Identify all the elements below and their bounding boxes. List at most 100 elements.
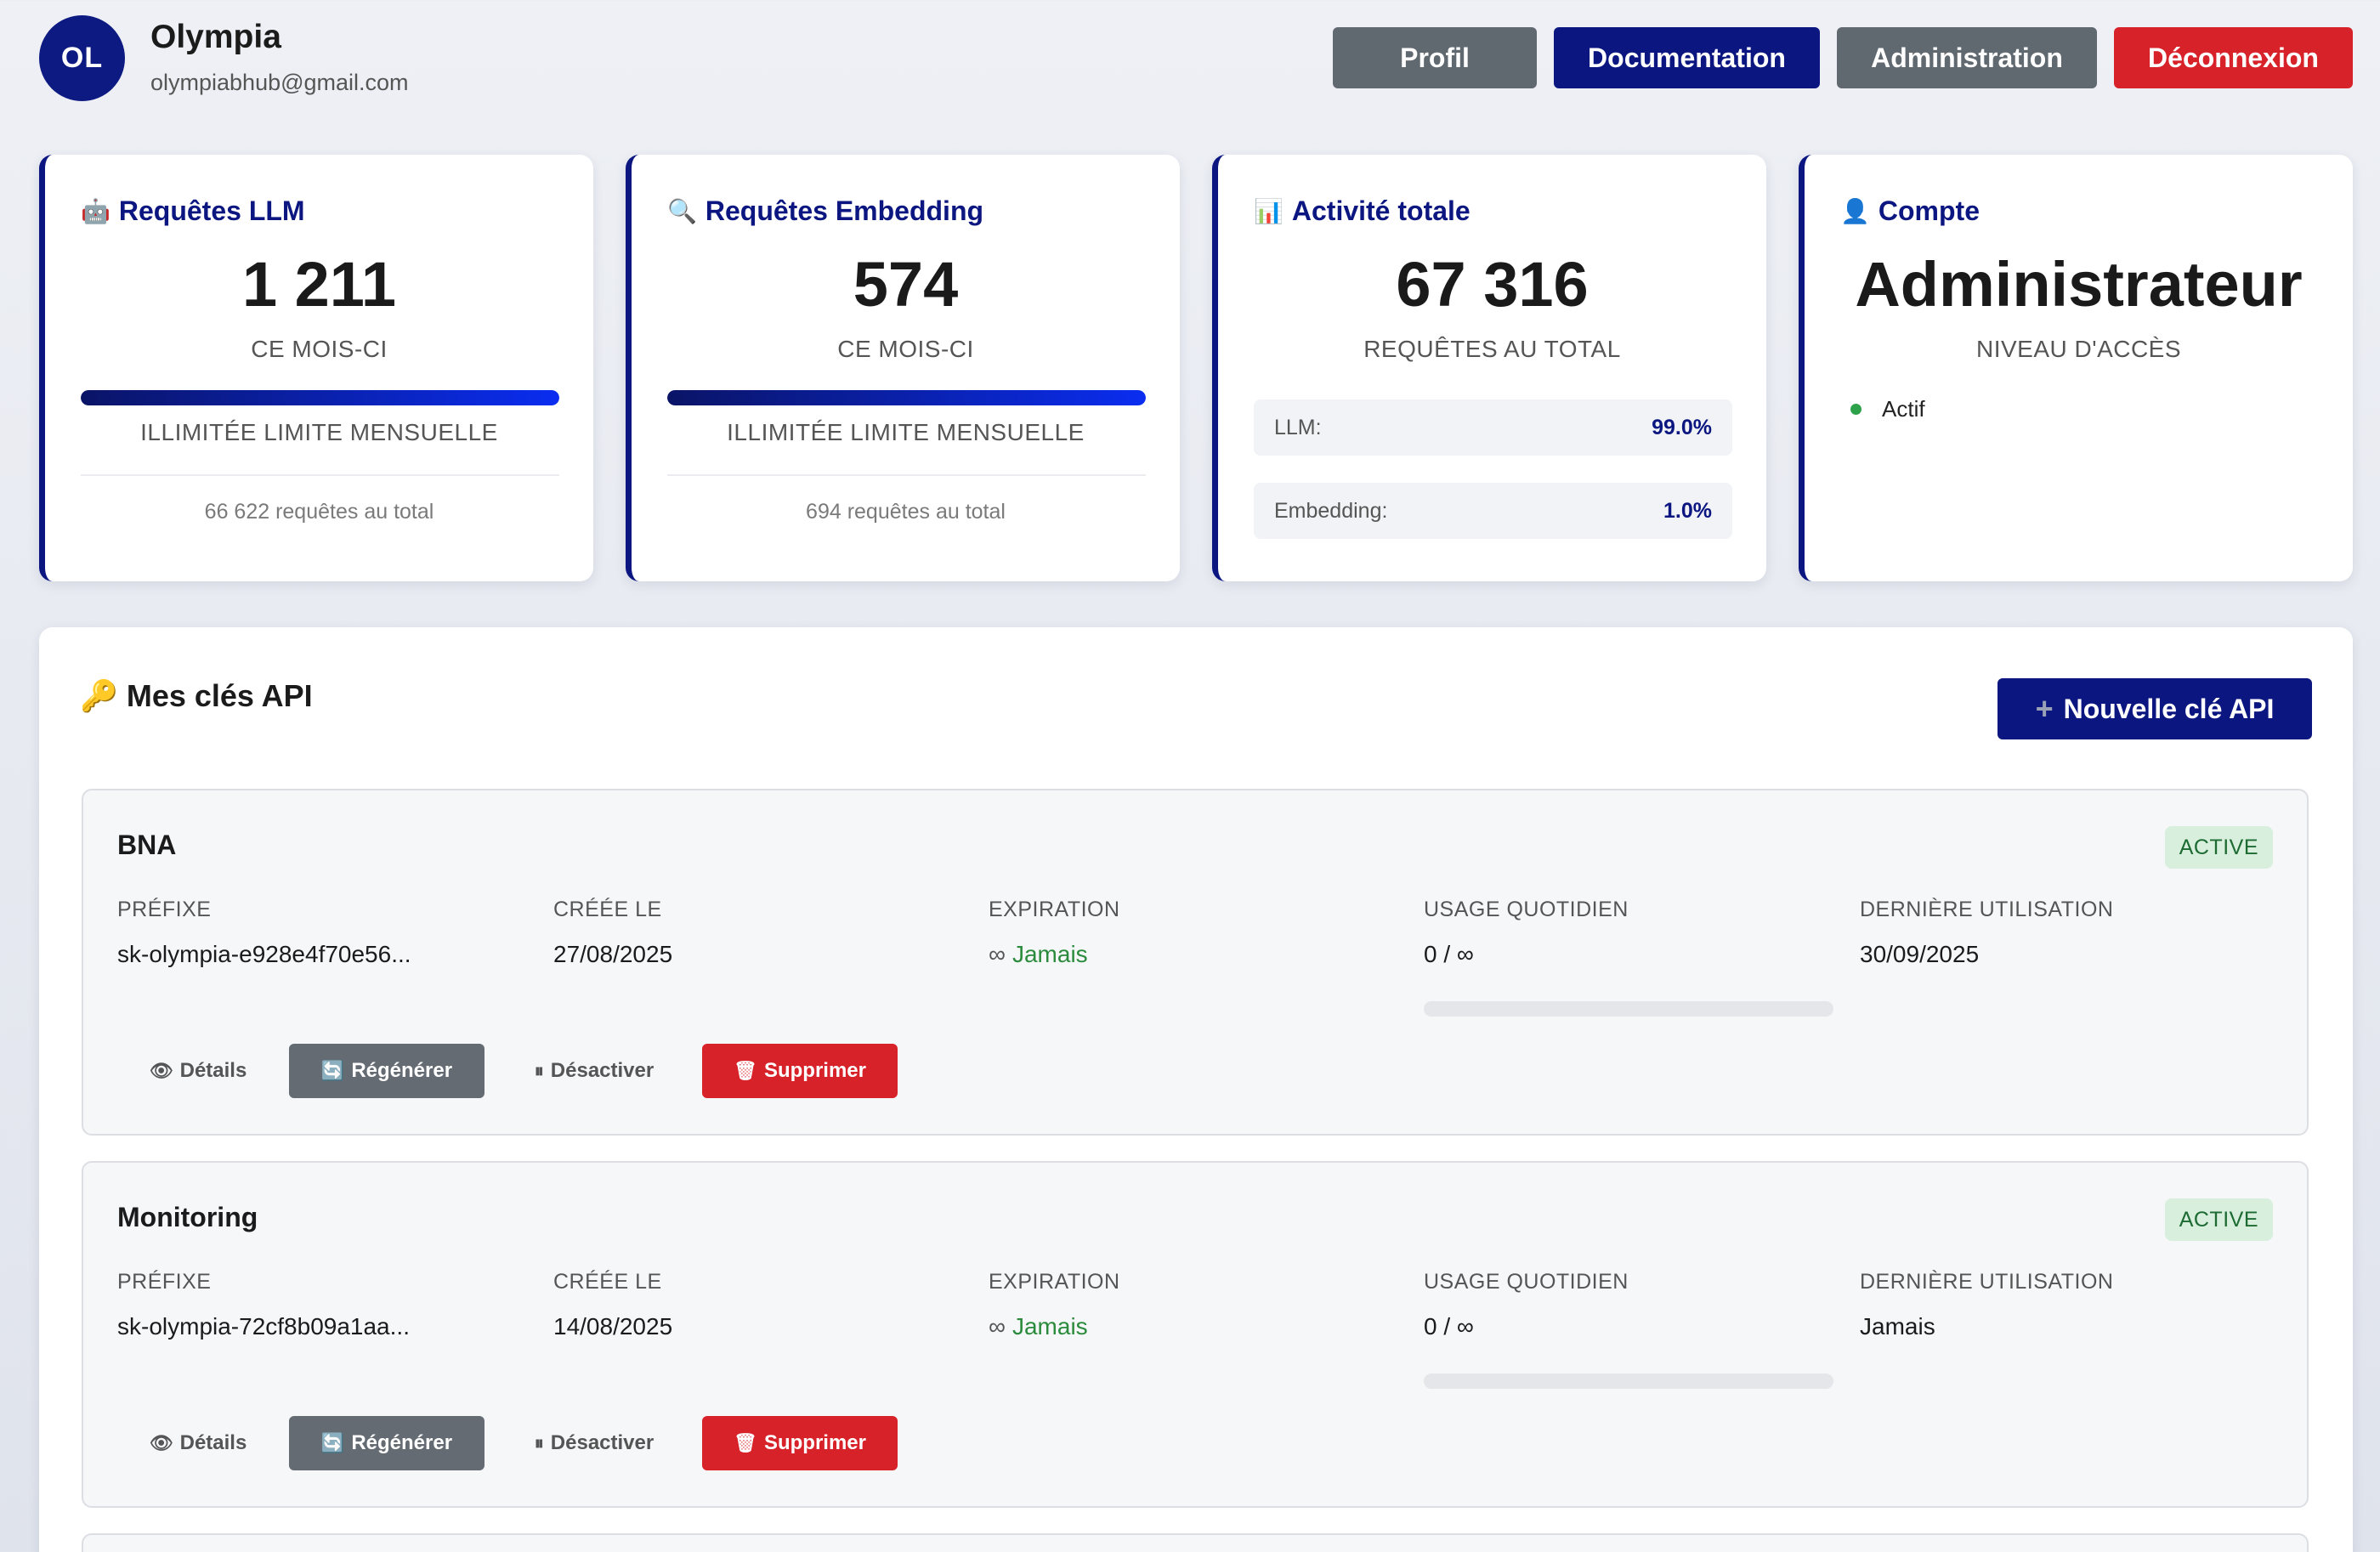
- delete-button[interactable]: 🗑 Supprimer: [702, 1416, 898, 1470]
- eye-icon: 👁: [149, 1432, 173, 1453]
- eye-icon: 👁: [149, 1060, 173, 1081]
- embedding-share-value: 1.0%: [1663, 498, 1712, 523]
- details-button[interactable]: 👁 Détails: [117, 1416, 279, 1470]
- last-used-label: DERNIÈRE UTILISATION: [1860, 1270, 2114, 1294]
- llm-requests-card: 🤖 Requêtes LLM 1 211 CE MOIS-CI ILLIMITÉ…: [39, 155, 593, 581]
- daily-usage-bar: [1424, 1374, 1833, 1389]
- prefix-label: PRÉFIXE: [117, 898, 212, 921]
- plus-icon: +: [2035, 691, 2054, 726]
- key-actions: 👁 Détails 🔄 Régénérer ⏸ Désactiver 🗑 Sup…: [117, 1416, 898, 1470]
- header-nav: Profil Documentation Administration Déco…: [1333, 27, 2353, 88]
- regenerate-label: Régénérer: [351, 1431, 453, 1454]
- prefix-field: PRÉFIXE sk-olympia-72cf8b09a1aa...: [117, 1270, 410, 1340]
- top-header: OL Olympia olympiabhub@gmail.com Profil …: [39, 15, 2353, 104]
- documentation-button[interactable]: Documentation: [1554, 27, 1820, 88]
- api-key-name: Monitoring: [117, 1202, 258, 1232]
- status-badge: ACTIVE: [2164, 1198, 2273, 1241]
- details-button[interactable]: 👁 Détails: [117, 1044, 279, 1098]
- new-api-key-label: Nouvelle clé API: [2063, 693, 2275, 724]
- daily-usage-bar: [1424, 1001, 1833, 1017]
- llm-period-label: CE MOIS-CI: [251, 336, 388, 362]
- administration-button[interactable]: Administration: [1837, 27, 2097, 88]
- delete-label: Supprimer: [763, 1431, 866, 1454]
- avatar[interactable]: OL: [39, 15, 125, 101]
- user-name: Olympia: [150, 19, 281, 55]
- access-level-label: NIVEAU D'ACCÈS: [1975, 336, 2182, 362]
- status-badge: ACTIVE: [2164, 826, 2273, 869]
- deactivate-label: Désactiver: [550, 1059, 654, 1082]
- activity-card-title-text: Activité totale: [1291, 195, 1470, 226]
- embedding-share-row: Embedding: 1.0%: [1254, 483, 1732, 539]
- total-activity-card: 📊 Activité totale 67 316 REQUÊTES AU TOT…: [1212, 155, 1766, 581]
- api-key-card: BNA ACTIVE PRÉFIXE sk-olympia-e928e4f70e…: [82, 789, 2309, 1136]
- regenerate-button[interactable]: 🔄 Régénérer: [289, 1416, 484, 1470]
- activity-card-title: 📊 Activité totale: [1254, 195, 1470, 227]
- llm-quota-bar-fill: [81, 390, 559, 405]
- api-keys-panel: 🔑 Mes clés API + Nouvelle clé API BNA AC…: [39, 627, 2353, 1552]
- expiration-label: EXPIRATION: [989, 898, 1120, 921]
- total-requests-value: 67 316: [1396, 249, 1589, 320]
- last-used-field: DERNIÈRE UTILISATION 30/09/2025: [1860, 898, 2113, 968]
- status-dot-icon: [1850, 404, 1862, 415]
- deactivate-button[interactable]: ⏸ Désactiver: [496, 1044, 692, 1098]
- user-email: olympiabhub@gmail.com: [150, 70, 409, 95]
- infinity-icon: ∞: [989, 1313, 1006, 1340]
- last-used-value: 30/09/2025: [1860, 941, 1980, 967]
- created-field: CRÉÉE LE 14/08/2025: [553, 1270, 672, 1340]
- daily-usage-field: USAGE QUOTIDIEN 0 / ∞: [1424, 898, 1629, 968]
- llm-quota-bar: [81, 390, 559, 405]
- robot-icon: 🤖: [81, 198, 110, 224]
- api-keys-title-text: Mes clés API: [126, 678, 313, 713]
- account-card: 👤 Compte Administrateur NIVEAU D'ACCÈS A…: [1799, 155, 2353, 581]
- llm-card-title: 🤖 Requêtes LLM: [81, 195, 305, 227]
- new-api-key-button[interactable]: + Nouvelle clé API: [1998, 678, 2312, 739]
- key-actions: 👁 Détails 🔄 Régénérer ⏸ Désactiver 🗑 Sup…: [117, 1044, 898, 1098]
- expiration-field: EXPIRATION ∞ Jamais: [989, 1270, 1120, 1340]
- account-card-title-text: Compte: [1878, 195, 1980, 226]
- embedding-total-label: 694 requêtes au total: [806, 500, 1006, 524]
- embedding-card-title-text: Requêtes Embedding: [705, 195, 984, 226]
- llm-limit-label: ILLIMITÉE LIMITE MENSUELLE: [140, 419, 498, 445]
- divider: [667, 474, 1146, 476]
- created-field: CRÉÉE LE 27/08/2025: [553, 898, 672, 968]
- daily-usage-value: 0 / ∞: [1424, 941, 1474, 967]
- last-used-label: DERNIÈRE UTILISATION: [1860, 898, 2114, 921]
- regenerate-label: Régénérer: [351, 1059, 453, 1082]
- deactivate-label: Désactiver: [550, 1431, 654, 1454]
- prefix-field: PRÉFIXE sk-olympia-e928e4f70e56...: [117, 898, 411, 968]
- created-value: 14/08/2025: [553, 1313, 673, 1340]
- llm-share-row: LLM: 99.0%: [1254, 399, 1732, 456]
- expiration-value: ∞ Jamais: [989, 1313, 1120, 1340]
- deactivate-button[interactable]: ⏸ Désactiver: [496, 1416, 692, 1470]
- expiration-label: EXPIRATION: [989, 1270, 1120, 1294]
- total-requests-label: REQUÊTES AU TOTAL: [1363, 336, 1621, 362]
- key-icon: 🔑: [80, 678, 118, 713]
- embedding-share-label: Embedding:: [1274, 498, 1388, 523]
- llm-share-value: 99.0%: [1652, 415, 1712, 439]
- llm-total-label: 66 622 requêtes au total: [204, 500, 434, 524]
- daily-usage-label: USAGE QUOTIDIEN: [1424, 898, 1629, 921]
- llm-card-title-text: Requêtes LLM: [118, 195, 305, 226]
- profile-button[interactable]: Profil: [1333, 27, 1537, 88]
- trash-icon: 🗑: [734, 1060, 757, 1081]
- account-status: Actif: [1850, 396, 1925, 422]
- embedding-requests-value: 574: [853, 249, 959, 320]
- embedding-quota-bar-fill: [667, 390, 1146, 405]
- embedding-requests-card: 🔍 Requêtes Embedding 574 CE MOIS-CI ILLI…: [626, 155, 1180, 581]
- account-status-text: Actif: [1882, 396, 1925, 422]
- api-keys-title: 🔑 Mes clés API: [80, 678, 313, 714]
- embedding-period-label: CE MOIS-CI: [837, 336, 974, 362]
- daily-usage-label: USAGE QUOTIDIEN: [1424, 1270, 1629, 1294]
- created-value: 27/08/2025: [553, 941, 673, 967]
- logout-button[interactable]: Déconnexion: [2114, 27, 2353, 88]
- prefix-value: sk-olympia-72cf8b09a1aa...: [117, 1313, 410, 1340]
- access-level-value: Administrateur: [1855, 249, 2303, 320]
- trash-icon: 🗑: [734, 1432, 757, 1453]
- llm-requests-value: 1 211: [241, 249, 397, 320]
- magnifier-icon: 🔍: [667, 198, 697, 224]
- last-used-field: DERNIÈRE UTILISATION Jamais: [1860, 1270, 2113, 1340]
- regenerate-button[interactable]: 🔄 Régénérer: [289, 1044, 484, 1098]
- delete-button[interactable]: 🗑 Supprimer: [702, 1044, 898, 1098]
- stats-row: 🤖 Requêtes LLM 1 211 CE MOIS-CI ILLIMITÉ…: [39, 155, 2353, 581]
- account-card-title: 👤 Compte: [1840, 195, 1980, 227]
